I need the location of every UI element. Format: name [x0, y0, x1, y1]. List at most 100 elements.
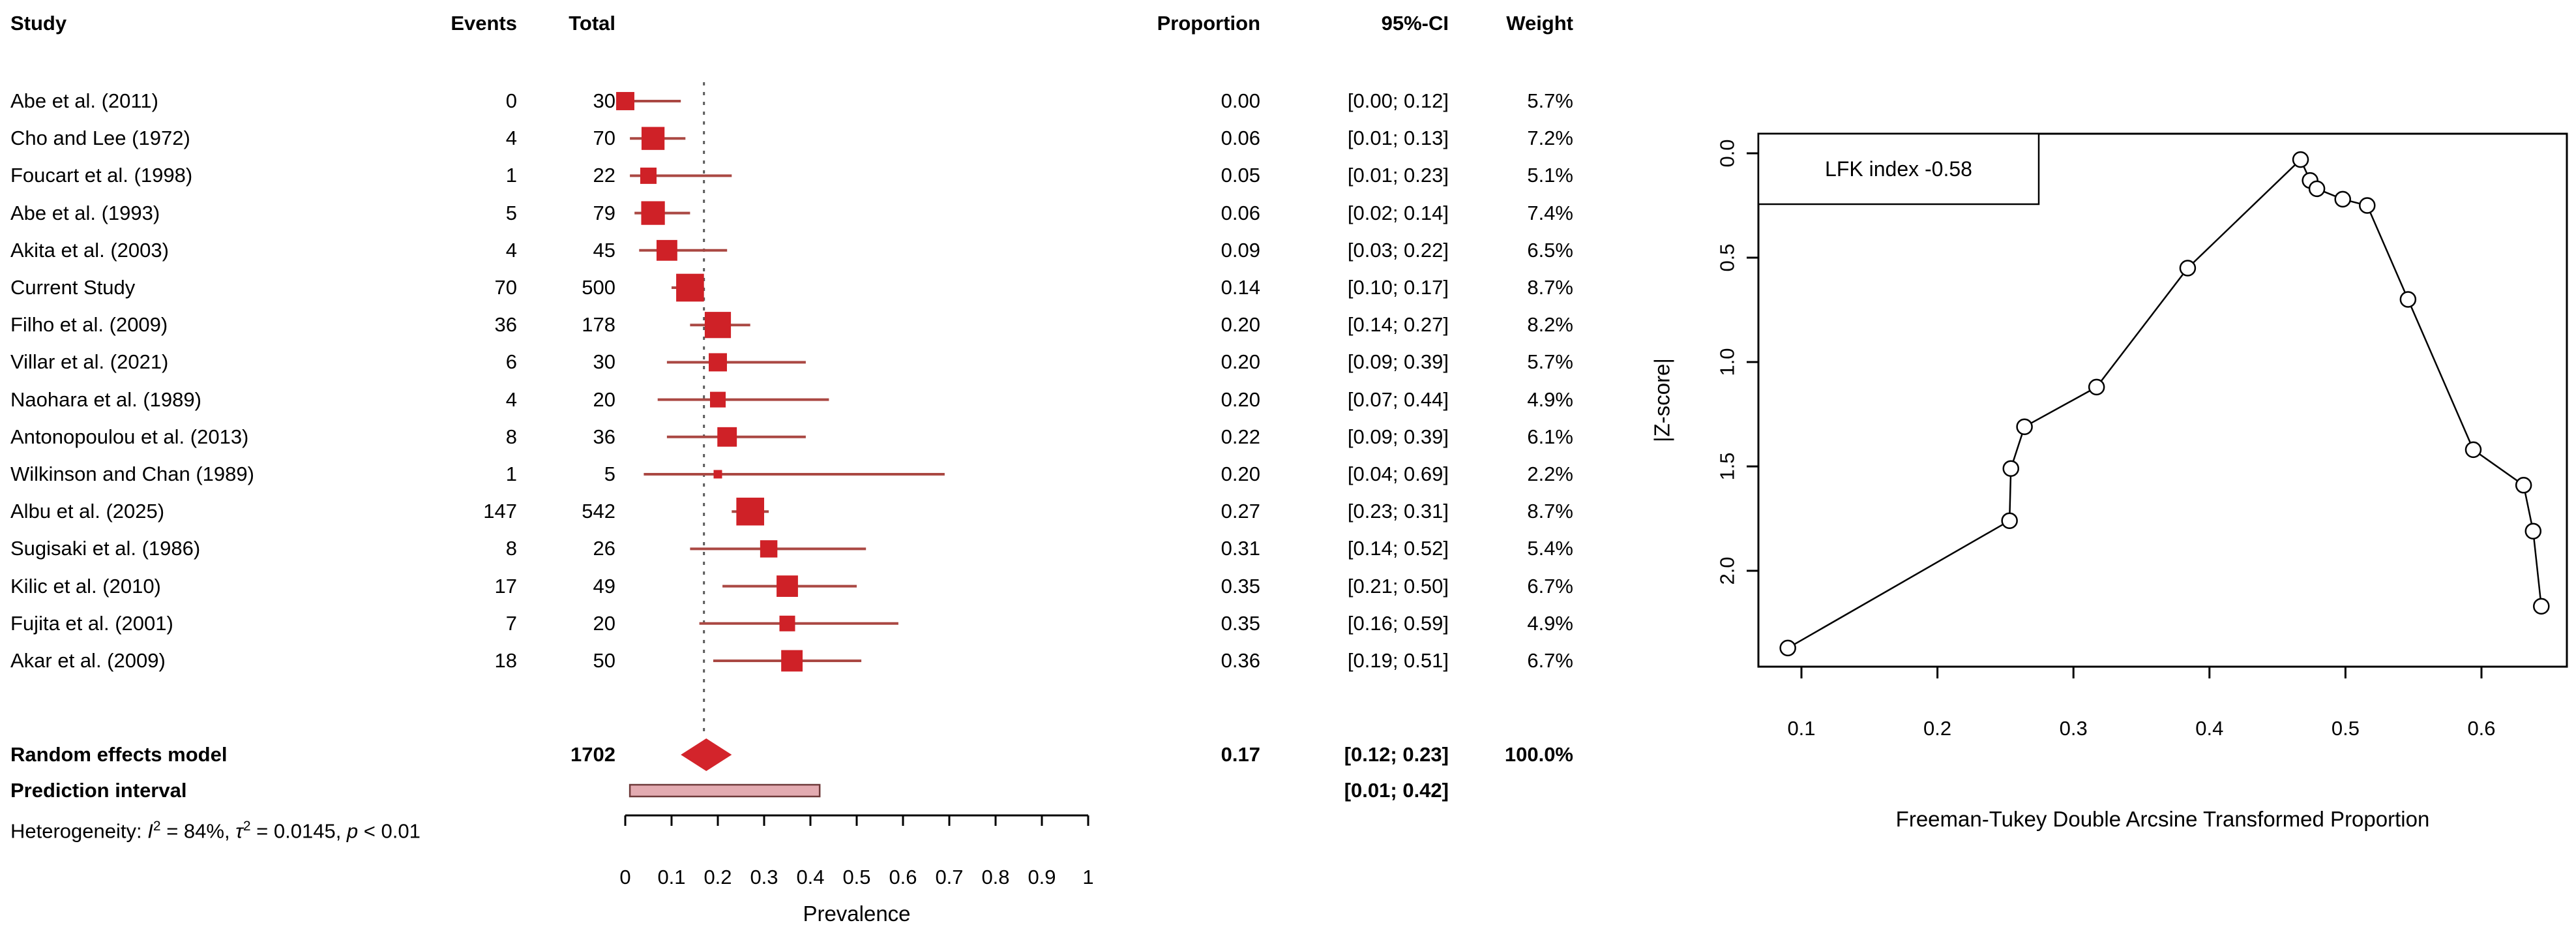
- ci-value: [0.01; 0.13]: [1347, 127, 1449, 150]
- doi-x-tick-label: 0.4: [2195, 717, 2223, 740]
- prediction-interval-label: Prediction interval: [10, 779, 187, 802]
- study-label: Cho and Lee (1972): [10, 127, 190, 150]
- doi-x-tick-label: 0.1: [1787, 717, 1815, 740]
- random-effects-proportion: 0.17: [1221, 743, 1260, 766]
- events-value: 6: [505, 350, 517, 374]
- events-value: 4: [505, 238, 517, 262]
- col-header-study: Study: [10, 12, 67, 35]
- ci-value: [0.03; 0.22]: [1347, 238, 1449, 262]
- axis-tick-label: 0: [619, 866, 630, 888]
- events-value: 70: [494, 276, 517, 299]
- axis-tick-label: 0.6: [889, 866, 917, 888]
- lfk-legend-box: [1757, 132, 2040, 205]
- total-value: 500: [582, 276, 615, 299]
- effect-square: [616, 92, 634, 110]
- total-value: 20: [593, 387, 615, 411]
- proportion-value: 0.35: [1221, 574, 1260, 598]
- effect-square: [709, 353, 727, 372]
- axis-tick-label: 0.2: [703, 866, 732, 888]
- het-seg1: = 84%,: [160, 819, 236, 843]
- doi-data-point: [2524, 523, 2542, 539]
- weight-value: 8.2%: [1527, 313, 1573, 337]
- study-label: Antonopoulou et al. (2013): [10, 425, 249, 448]
- col-header-proportion: Proportion: [1157, 12, 1260, 35]
- weight-value: 6.7%: [1527, 649, 1573, 672]
- effect-square: [656, 239, 677, 261]
- proportion-value: 0.06: [1221, 127, 1260, 150]
- weight-value: 2.2%: [1527, 462, 1573, 485]
- weight-value: 6.5%: [1527, 238, 1573, 262]
- proportion-value: 0.27: [1221, 500, 1260, 523]
- weight-value: 5.4%: [1527, 537, 1573, 560]
- doi-line: [1787, 158, 2543, 649]
- study-label: Fujita et al. (2001): [10, 611, 173, 635]
- het-tau-sup: 2: [243, 819, 251, 834]
- weight-value: 5.1%: [1527, 164, 1573, 187]
- axis-tick-label: 1: [1082, 866, 1093, 888]
- proportion-value: 0.20: [1221, 313, 1260, 337]
- doi-data-point: [2016, 418, 2033, 435]
- axis-tick-label: 0.4: [796, 866, 824, 888]
- study-label: Current Study: [10, 276, 136, 299]
- het-seg2: = 0.0145,: [250, 819, 347, 843]
- total-value: 45: [593, 238, 615, 262]
- axis-tick-label: 0.3: [750, 866, 778, 888]
- effect-square: [709, 391, 726, 408]
- doi-data-point: [2292, 151, 2309, 168]
- study-label: Sugisaki et al. (1986): [10, 537, 201, 560]
- het-prefix: Heterogeneity:: [10, 819, 148, 843]
- total-value: 49: [593, 574, 615, 598]
- proportion-value: 0.05: [1221, 164, 1260, 187]
- doi-y-tick-label: 1.5: [1716, 452, 1739, 480]
- ci-value: [0.14; 0.52]: [1347, 537, 1449, 560]
- col-header-weight: Weight: [1506, 12, 1573, 35]
- doi-data-point: [2002, 460, 2019, 477]
- doi-x-tick-label: 0.5: [2332, 717, 2360, 740]
- random-effects-ci: [0.12; 0.23]: [1344, 743, 1449, 766]
- random-effects-total: 1702: [570, 743, 615, 766]
- doi-x-tick-label: 0.2: [1923, 717, 1951, 740]
- events-value: 4: [505, 387, 517, 411]
- doi-y-tick-label: 1.0: [1716, 348, 1739, 376]
- proportion-value: 0.22: [1221, 425, 1260, 448]
- total-value: 30: [593, 89, 615, 112]
- total-value: 36: [593, 425, 615, 448]
- ci-value: [0.19; 0.51]: [1347, 649, 1449, 672]
- effect-square: [640, 167, 657, 184]
- effect-square: [676, 273, 704, 302]
- doi-data-point: [2334, 190, 2351, 208]
- ci-value: [0.04; 0.69]: [1347, 462, 1449, 485]
- proportion-value: 0.35: [1221, 611, 1260, 635]
- ci-value: [0.10; 0.17]: [1347, 276, 1449, 299]
- study-label: Villar et al. (2021): [10, 350, 169, 374]
- ci-value: [0.21; 0.50]: [1347, 574, 1449, 598]
- prediction-interval-ci: [0.01; 0.42]: [1344, 779, 1449, 802]
- effect-square: [713, 470, 722, 479]
- events-value: 17: [494, 574, 517, 598]
- study-label: Akar et al. (2009): [10, 649, 166, 672]
- total-value: 22: [593, 164, 615, 187]
- total-value: 20: [593, 611, 615, 635]
- proportion-value: 0.06: [1221, 201, 1260, 224]
- events-value: 0: [505, 89, 517, 112]
- total-value: 5: [604, 462, 615, 485]
- het-i-symbol: I: [147, 819, 153, 843]
- ci-value: [0.07; 0.44]: [1347, 387, 1449, 411]
- events-value: 5: [505, 201, 517, 224]
- effect-square: [760, 540, 778, 558]
- proportion-value: 0.31: [1221, 537, 1260, 560]
- random-effects-weight: 100.0%: [1504, 743, 1573, 766]
- axis-tick-label: 0.7: [935, 866, 963, 888]
- effect-square: [641, 201, 665, 225]
- ci-value: [0.23; 0.31]: [1347, 500, 1449, 523]
- doi-x-axis-label: Freeman-Tukey Double Arcsine Transformed…: [1896, 807, 2430, 831]
- doi-data-point: [2001, 512, 2018, 529]
- ci-value: [0.01; 0.23]: [1347, 164, 1449, 187]
- study-label: Filho et al. (2009): [10, 313, 168, 337]
- axis-tick-label: 0.5: [842, 866, 870, 888]
- weight-value: 4.9%: [1527, 611, 1573, 635]
- weight-value: 4.9%: [1527, 387, 1573, 411]
